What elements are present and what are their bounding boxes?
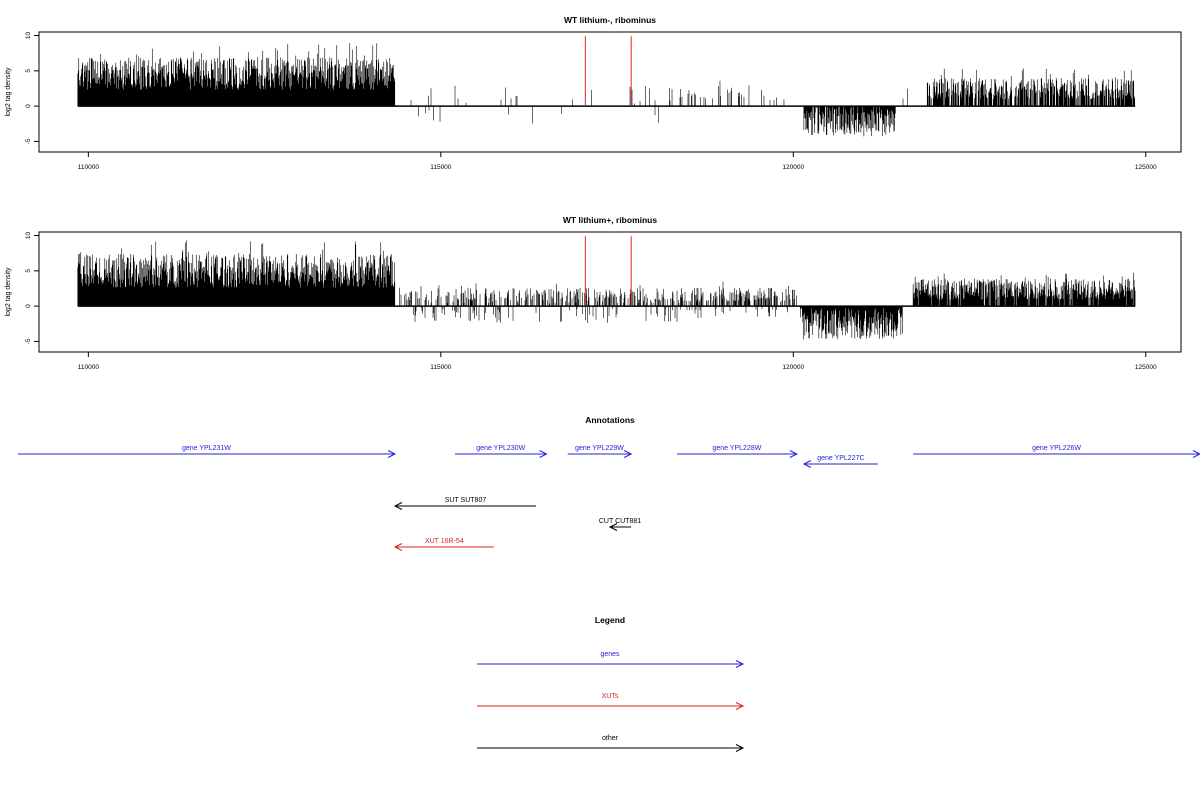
y-tick-label: 5 (25, 69, 32, 73)
x-tick-label: 125000 (1135, 164, 1157, 171)
annotation-label: XUT 16R-54 (425, 538, 464, 545)
annotation-label: SUT SUT807 (445, 497, 487, 504)
signal-segment (679, 80, 785, 107)
signal-segment (926, 68, 1136, 107)
signal-segment (77, 240, 396, 307)
annotation-label: gene YPL230W (476, 445, 525, 452)
annotation-gene: gene YPL230W (454, 445, 548, 458)
signal-bars (680, 306, 788, 319)
signal-bars (679, 80, 785, 107)
arrow-head (623, 450, 633, 458)
signal-bars (418, 106, 659, 124)
panel-lithium-minus: WT lithium-, ribominus -5 0 5 10 log2 tag de… (5, 15, 1182, 171)
signal-segment (77, 43, 396, 107)
annotation-label: gene YPL231W (182, 445, 231, 452)
x-tick-label: 110000 (78, 164, 100, 171)
annotation-gene: gene YPL229W (567, 445, 633, 458)
signal-bars (413, 306, 678, 324)
x-tick-label: 125000 (1135, 364, 1157, 371)
signal-segment (803, 106, 896, 137)
signal-bars (77, 43, 396, 107)
panel-title: WT lithium-, ribominus (564, 15, 656, 25)
annotation-other: SUT SUT807 (393, 497, 536, 510)
annotation-label: gene YPL227C (817, 455, 864, 462)
annotation-gene: gene YPL227C (802, 455, 878, 468)
y-tick-label: 5 (25, 269, 32, 273)
legend-item-xut: XUTs (477, 693, 745, 710)
signal-bars (902, 88, 908, 107)
signal-bars (680, 281, 797, 307)
y-axis-label: log2 tag density (5, 67, 12, 117)
annotations-title: Annotations (585, 415, 635, 425)
signal-segment (410, 85, 673, 107)
arrow-head (1192, 450, 1200, 458)
x-tick-label: 110000 (78, 364, 100, 371)
signal-bars (77, 240, 396, 307)
panel-title: WT lithium+, ribominus (563, 215, 657, 225)
plot-frame (38, 31, 1182, 153)
signal-segment (680, 281, 797, 307)
signal-segment (418, 106, 659, 124)
arrow-head (539, 450, 548, 458)
annotation-gene: gene YPL226W (913, 445, 1200, 458)
legend-item-gene: genes (477, 651, 745, 668)
annotation-gene: gene YPL228W (676, 445, 798, 458)
y-axis-label: log2 tag density (5, 267, 12, 317)
annotation-label: CUT CUT881 (599, 518, 641, 525)
annotation-label: gene YPL229W (575, 445, 624, 452)
legend-item-other: other (477, 735, 745, 752)
signal-bars (410, 85, 673, 107)
arrow-head (735, 744, 745, 752)
y-tick-label: 0 (25, 104, 32, 108)
signal-bars (912, 272, 1136, 307)
signal-segment (902, 88, 908, 107)
signal-bars (803, 106, 896, 137)
x-tick-label: 120000 (782, 364, 804, 371)
annotation-label: gene YPL226W (1032, 445, 1081, 452)
annotation-other: CUT CUT881 (599, 518, 641, 531)
x-tick-label: 120000 (782, 164, 804, 171)
annotations-track: Annotations gene YPL231W gene YPL230W gene… (17, 415, 1200, 551)
x-tick-label: 115000 (430, 164, 452, 171)
panel-lithium-plus: WT lithium+, ribominus -5 0 5 10 log2 tag de… (5, 215, 1182, 371)
signal-segment (912, 272, 1136, 307)
arrow-head (735, 660, 745, 668)
signal-segment (413, 306, 678, 324)
y-tick-label: 10 (25, 32, 32, 40)
arrow-head (735, 702, 745, 710)
annotation-xut: XUT 16R-54 (393, 538, 494, 551)
legend-label: genes (600, 651, 620, 658)
signal-bars (399, 283, 680, 307)
legend-title: Legend (595, 615, 625, 625)
signal-segment (399, 283, 680, 307)
y-tick-label: 0 (25, 304, 32, 308)
arrow-head (387, 450, 397, 458)
signal-bars (800, 306, 903, 340)
signal-segment (800, 306, 903, 340)
plot-frame (38, 231, 1182, 353)
y-tick-label: -5 (25, 338, 32, 344)
legend-label: XUTs (602, 693, 619, 700)
signal-bars (926, 68, 1136, 107)
annotation-label: gene YPL228W (712, 445, 761, 452)
arrow-head (393, 502, 403, 510)
annotation-gene: gene YPL231W (17, 445, 397, 458)
y-tick-label: 10 (25, 232, 32, 240)
y-tick-label: -5 (25, 138, 32, 144)
signal-segment (680, 306, 788, 319)
arrow-head (789, 450, 798, 458)
arrow-head (608, 523, 618, 531)
x-tick-label: 115000 (430, 364, 452, 371)
arrow-head (393, 543, 403, 551)
arrow-head (802, 460, 812, 468)
legend: Legend genes XUTs other (477, 615, 745, 752)
legend-label: other (602, 735, 619, 742)
